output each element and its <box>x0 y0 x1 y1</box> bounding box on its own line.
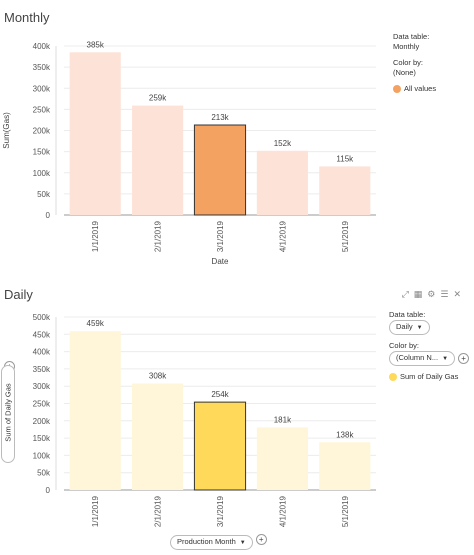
y-tick-label: 350k <box>33 365 51 374</box>
legend-item[interactable]: Sum of Daily Gas <box>389 372 469 382</box>
monthly-legend: Data table: Monthly Color by: (None) All… <box>393 32 436 94</box>
bar-3/1/2019[interactable] <box>193 124 247 216</box>
y-tick-label: 500k <box>33 313 51 322</box>
monthly-panel: Monthly 0 50k 100k 150k 200k 250k 300k 350k 400k… <box>0 0 474 272</box>
data-table-dropdown[interactable]: Daily ▼ <box>389 320 430 335</box>
add-x-axis-button[interactable]: + <box>255 534 267 546</box>
legend-swatch <box>389 373 397 382</box>
daily-chart[interactable]: 0 50k 100k 150k 200k 250k 300k 350k 400k 450k 500k… <box>0 279 474 555</box>
y-tick-label: 50k <box>37 469 51 478</box>
list-icon[interactable]: ☰ <box>440 289 454 299</box>
data-label: 152k <box>274 139 292 148</box>
y-tick-label: 150k <box>33 434 51 443</box>
y-axis-label: Sum(Gas) <box>2 112 11 149</box>
x-tick-label: 3/1/2019 <box>216 220 225 252</box>
color-by-dropdown[interactable]: (Column N... ▼ <box>389 351 456 366</box>
data-label: 213k <box>211 113 229 122</box>
data-table-dropdown-value: Daily <box>396 322 413 331</box>
data-label: 115k <box>336 154 354 163</box>
monthly-title: Monthly <box>4 10 50 25</box>
chevron-down-icon: ▼ <box>442 356 449 362</box>
y-tick-label: 250k <box>33 400 51 409</box>
x-tick-label: 2/1/2019 <box>154 220 163 252</box>
daily-title: Daily <box>4 287 33 302</box>
bar-4/1/2019[interactable] <box>256 427 308 490</box>
bar-5/1/2019[interactable] <box>319 166 371 215</box>
y-tick-label: 150k <box>33 148 51 157</box>
x-tick-label: 5/1/2019 <box>341 495 350 527</box>
color-by-dropdown-value: (Column N... <box>396 353 439 362</box>
y-axis-selector[interactable]: Sum of Daily Gas <box>1 365 15 463</box>
legend-item-label: Sum of Daily Gas <box>400 372 459 381</box>
y-tick-label: 100k <box>33 169 51 178</box>
panel-toolbar: ⤢▦⚙☰✕ <box>402 289 466 300</box>
gear-icon[interactable]: ⚙ <box>427 289 441 299</box>
data-label: 459k <box>87 319 105 328</box>
y-tick-label: 250k <box>33 105 51 114</box>
y-tick-label: 400k <box>33 348 51 357</box>
y-tick-label: 100k <box>33 451 51 460</box>
x-tick-label: 4/1/2019 <box>278 495 287 527</box>
y-tick-label: 300k <box>33 382 51 391</box>
close-icon[interactable]: ✕ <box>453 289 466 299</box>
bar-1/1/2019[interactable] <box>69 52 121 216</box>
x-axis-label: Date <box>212 257 229 266</box>
x-axis-selector-group: Production Month ▼ + <box>170 531 267 550</box>
legend-color-by-value[interactable]: (None) <box>393 68 416 77</box>
x-tick-label: 2/1/2019 <box>154 495 163 527</box>
add-color-button[interactable]: + <box>458 352 470 364</box>
data-label: 254k <box>211 390 229 399</box>
legend-color-by-label: Color by: <box>393 58 424 67</box>
x-tick-label: 1/1/2019 <box>91 220 100 252</box>
y-tick-label: 400k <box>33 42 51 51</box>
table-icon[interactable]: ▦ <box>413 289 428 299</box>
y-tick-label: 0 <box>46 211 51 220</box>
daily-panel: Daily ⤢▦⚙☰✕ 0 50k 100k 150k 200k 250k 300k 350k… <box>0 279 474 555</box>
daily-legend: Data table: Daily ▼ Color by: (Column N..… <box>389 310 470 382</box>
x-tick-label: 4/1/2019 <box>278 220 287 252</box>
chevron-down-icon: ▼ <box>239 540 246 546</box>
data-label: 308k <box>149 371 167 380</box>
legend-item[interactable]: All values <box>393 84 436 94</box>
y-axis-selector-label: Sum of Daily Gas <box>3 383 13 442</box>
x-tick-label: 3/1/2019 <box>216 495 225 527</box>
chevron-down-icon: ▼ <box>416 325 423 331</box>
x-axis-selector[interactable]: Production Month ▼ <box>170 535 253 550</box>
bar-1/1/2019[interactable] <box>69 331 121 490</box>
data-label: 385k <box>87 40 105 49</box>
monthly-chart[interactable]: 0 50k 100k 150k 200k 250k 300k 350k 400k 385k 1/1/… <box>0 0 474 272</box>
bar-5/1/2019[interactable] <box>319 442 371 490</box>
legend-data-table-label: Data table: <box>393 32 430 41</box>
legend-color-by-label: Color by: <box>389 341 420 350</box>
legend-item-label: All values <box>404 84 437 93</box>
y-tick-label: 50k <box>37 190 51 199</box>
y-tick-label: 450k <box>33 330 51 339</box>
bar-2/1/2019[interactable] <box>132 105 184 215</box>
y-tick-label: 200k <box>33 417 51 426</box>
legend-data-table-label: Data table: <box>389 310 426 319</box>
y-tick-label: 350k <box>33 63 51 72</box>
y-tick-label: 300k <box>33 84 51 93</box>
data-label: 259k <box>149 94 167 103</box>
x-tick-label: 5/1/2019 <box>341 220 350 252</box>
bar-4/1/2019[interactable] <box>256 150 308 215</box>
y-tick-label: 200k <box>33 127 51 136</box>
legend-swatch <box>393 85 401 94</box>
y-tick-label: 0 <box>46 486 51 495</box>
bar-2/1/2019[interactable] <box>132 383 184 490</box>
bar-3/1/2019[interactable] <box>193 401 247 491</box>
data-label: 181k <box>274 415 292 424</box>
legend-data-table-value[interactable]: Monthly <box>393 42 420 51</box>
x-tick-label: 1/1/2019 <box>91 495 100 527</box>
data-label: 138k <box>336 430 354 439</box>
x-axis-selector-label: Production Month <box>177 537 236 546</box>
expand-icon[interactable]: ⤢ <box>401 289 414 299</box>
